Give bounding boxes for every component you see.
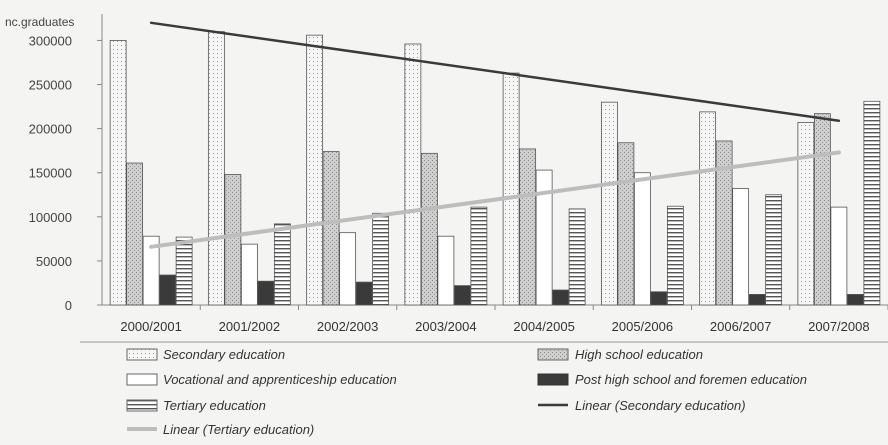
bar-tertiary-education-2003-2004 — [470, 206, 488, 306]
legend-label-linear-secondary: Linear (Secondary education) — [575, 398, 746, 413]
legend-label-highschool: High school education — [575, 347, 703, 362]
bar-vocational-and-apprenticeship-education-2003-2004 — [437, 235, 455, 306]
bar-post-high-school-and-foremen-education-2007-2008 — [846, 294, 864, 306]
bar-tertiary-education-2005-2006 — [666, 205, 684, 306]
legend-label-vocational: Vocational and apprenticeship education — [163, 372, 397, 387]
x-tick-label: 2003/2004 — [415, 319, 476, 334]
x-tick-label: 2002/2003 — [317, 319, 378, 334]
x-tick-label: 2006/2007 — [710, 319, 771, 334]
bar-post-high-school-and-foremen-education-2004-2005 — [552, 289, 570, 306]
bar-post-high-school-and-foremen-education-2000-2001 — [159, 274, 177, 306]
bar-secondary-education-2001-2002 — [207, 31, 225, 306]
y-axis: 0 50000 100000 150000 200000 250000 300000 — [29, 14, 888, 313]
bar-vocational-and-apprenticeship-education-2002-2003 — [339, 232, 357, 306]
bar-tertiary-education-2001-2002 — [273, 223, 291, 306]
bar-high-school-education-2000-2001 — [126, 162, 144, 306]
legend-label-posthigh: Post high school and foremen education — [575, 372, 807, 387]
bar-secondary-education-2003-2004 — [404, 43, 422, 306]
y-axis-label: nc.graduates — [5, 15, 74, 29]
bar-vocational-and-apprenticeship-education-2005-2006 — [633, 172, 651, 306]
legend-label-secondary: Secondary education — [163, 347, 285, 362]
legend-swatch-vocational — [126, 373, 158, 386]
bar-secondary-education-2007-2008 — [797, 122, 815, 306]
bar-vocational-and-apprenticeship-education-2007-2008 — [830, 206, 848, 306]
x-tick-label: 2004/2005 — [513, 319, 574, 334]
bar-secondary-education-2004-2005 — [502, 72, 520, 306]
y-tick-label: 50000 — [36, 254, 72, 269]
bar-tertiary-education-2002-2003 — [372, 212, 390, 306]
bar-secondary-education-2002-2003 — [306, 34, 324, 306]
bar-post-high-school-and-foremen-education-2002-2003 — [355, 281, 373, 306]
y-tick-label: 100000 — [29, 210, 72, 225]
bar-vocational-and-apprenticeship-education-2001-2002 — [240, 243, 258, 306]
bar-post-high-school-and-foremen-education-2003-2004 — [453, 285, 471, 306]
legend-swatch-tertiary — [126, 399, 158, 412]
legend: Secondary education High school educatio… — [80, 341, 888, 437]
y-tick-label: 150000 — [29, 166, 72, 181]
bar-high-school-education-2004-2005 — [519, 148, 537, 306]
legend-swatch-posthigh — [537, 373, 569, 386]
bar-high-school-education-2001-2002 — [224, 174, 242, 306]
legend-label-linear-tertiary: Linear (Tertiary education) — [163, 422, 314, 437]
y-tick-label: 300000 — [29, 33, 72, 48]
bar-post-high-school-and-foremen-education-2001-2002 — [257, 280, 275, 306]
bar-secondary-education-2005-2006 — [600, 101, 618, 306]
bar-high-school-education-2006-2007 — [715, 140, 733, 306]
legend-label-tertiary: Tertiary education — [163, 398, 266, 413]
bar-high-school-education-2007-2008 — [813, 113, 831, 306]
bar-post-high-school-and-foremen-education-2006-2007 — [748, 294, 766, 306]
bars — [109, 31, 881, 306]
bar-post-high-school-and-foremen-education-2005-2006 — [650, 291, 668, 306]
trendline-linear-tertiary-education — [149, 150, 841, 249]
bar-secondary-education-2006-2007 — [699, 111, 717, 306]
x-tick-label: 2005/2006 — [612, 319, 673, 334]
bar-tertiary-education-2000-2001 — [175, 236, 193, 306]
bar-high-school-education-2003-2004 — [420, 152, 438, 306]
x-tick-label: 2001/2002 — [219, 319, 280, 334]
bar-vocational-and-apprenticeship-education-2000-2001 — [142, 235, 160, 306]
y-tick-label: 0 — [65, 298, 72, 313]
x-tick-label: 2000/2001 — [120, 319, 181, 334]
legend-swatch-secondary — [126, 348, 158, 361]
trendline-linear-secondary-education — [149, 21, 841, 122]
bar-high-school-education-2005-2006 — [617, 142, 635, 306]
legend-swatch-highschool — [537, 348, 569, 361]
bar-tertiary-education-2007-2008 — [863, 100, 881, 306]
bar-high-school-education-2002-2003 — [322, 151, 340, 306]
y-tick-label: 250000 — [29, 78, 72, 93]
x-axis-labels: 2000/2001 2001/2002 2002/2003 2003/2004 2004… — [120, 305, 888, 334]
bar-vocational-and-apprenticeship-education-2006-2007 — [732, 188, 750, 306]
x-tick-label: 2007/2008 — [808, 319, 869, 334]
bar-tertiary-education-2004-2005 — [568, 208, 586, 306]
y-tick-label: 200000 — [29, 122, 72, 137]
bar-tertiary-education-2006-2007 — [765, 194, 783, 306]
bar-vocational-and-apprenticeship-education-2004-2005 — [535, 169, 553, 306]
bar-secondary-education-2000-2001 — [109, 40, 127, 306]
trendlines — [149, 21, 841, 249]
